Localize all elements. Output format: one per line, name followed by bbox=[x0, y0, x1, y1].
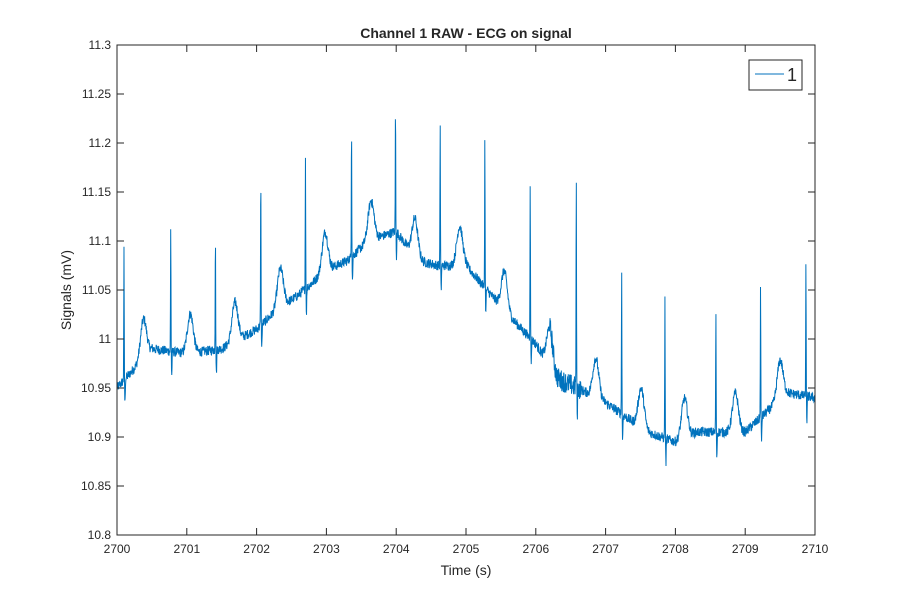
x-axis-label: Time (s) bbox=[441, 562, 492, 578]
y-tick-label: 11.15 bbox=[82, 185, 111, 199]
x-tick-label: 2701 bbox=[173, 542, 200, 556]
x-tick-label: 2705 bbox=[453, 542, 480, 556]
y-tick-label: 11.2 bbox=[89, 136, 112, 150]
x-tick-label: 2703 bbox=[313, 542, 340, 556]
x-tick-label: 2706 bbox=[522, 542, 549, 556]
x-tick-label: 2710 bbox=[802, 542, 829, 556]
y-tick-label: 10.95 bbox=[81, 381, 111, 395]
x-tick-label: 2704 bbox=[383, 542, 410, 556]
y-tick-label: 11.3 bbox=[89, 38, 112, 52]
y-tick-label: 10.9 bbox=[88, 430, 112, 444]
y-tick-label: 10.85 bbox=[81, 479, 111, 493]
y-tick-label: 10.8 bbox=[88, 528, 112, 542]
plot-area bbox=[117, 45, 815, 535]
x-tick-label: 2709 bbox=[732, 542, 759, 556]
y-tick-label: 11.05 bbox=[82, 283, 111, 297]
ticks-group: 2700 2701 2702 2703 2704 2705 2706 2707 2708 2709… bbox=[81, 38, 829, 556]
y-axis-label: Signals (mV) bbox=[58, 250, 74, 330]
x-tick-label: 2702 bbox=[243, 542, 270, 556]
series-group bbox=[116, 119, 816, 467]
chart-title: Channel 1 RAW - ECG on signal bbox=[360, 25, 572, 41]
legend[interactable]: 1 bbox=[748, 59, 803, 91]
legend-label: 1 bbox=[787, 65, 797, 85]
y-tick-label: 11 bbox=[99, 332, 112, 346]
y-tick-label: 11.25 bbox=[82, 87, 111, 101]
plot-frame bbox=[116, 44, 816, 536]
x-tick-label: 2707 bbox=[592, 542, 619, 556]
x-tick-label: 2708 bbox=[662, 542, 689, 556]
legend-box bbox=[748, 59, 803, 91]
x-tick-label: 2700 bbox=[104, 542, 131, 556]
series-line-1 bbox=[116, 119, 816, 467]
y-tick-label: 11.1 bbox=[89, 234, 112, 248]
